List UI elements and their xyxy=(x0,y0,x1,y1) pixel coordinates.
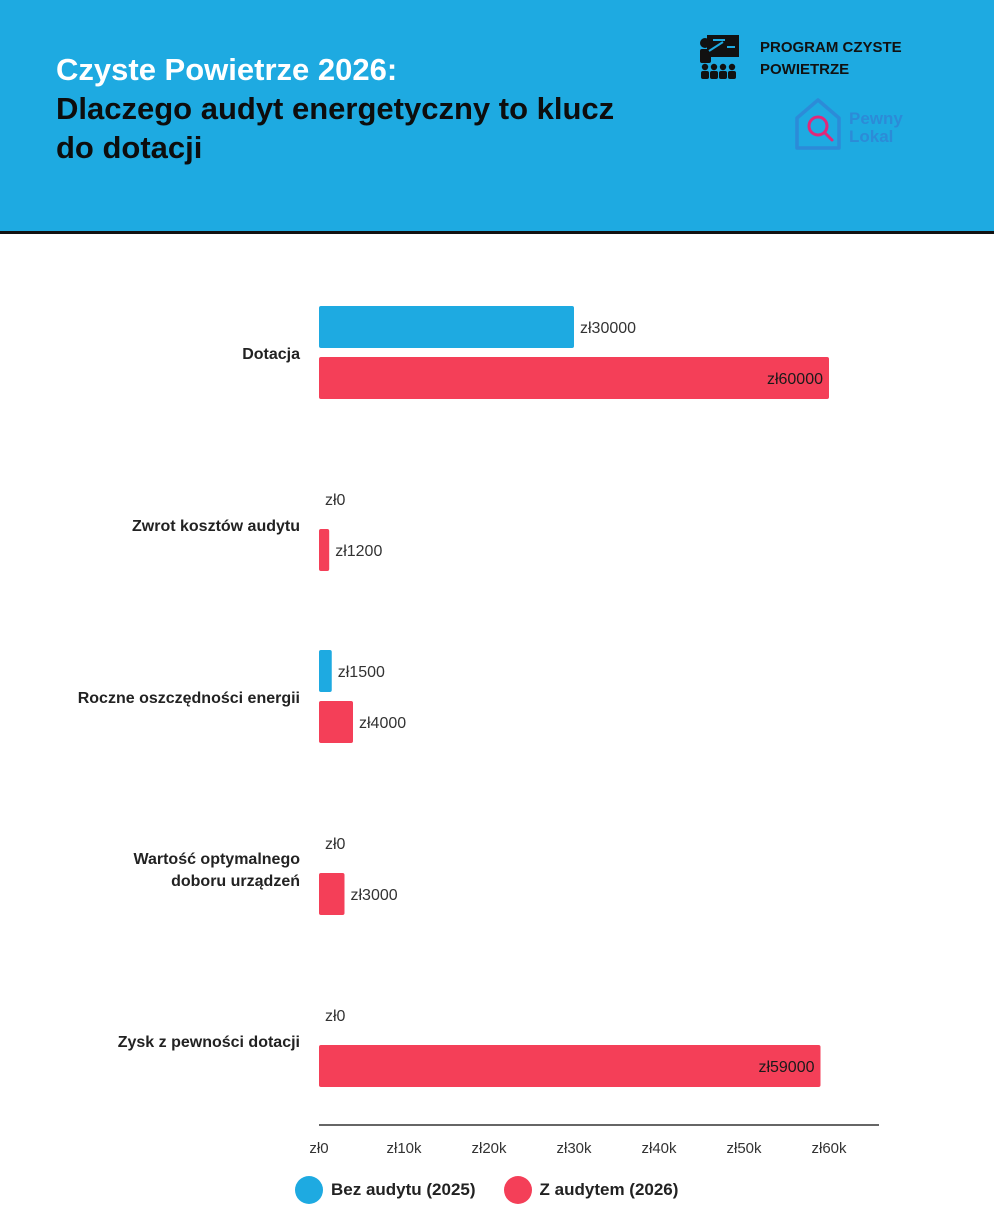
bar xyxy=(319,650,332,692)
data-label: zł0 xyxy=(325,492,346,509)
x-tick-label: zł0 xyxy=(309,1140,328,1157)
data-label: zł1500 xyxy=(338,664,385,681)
data-label: zł4000 xyxy=(359,715,406,732)
data-label: zł30000 xyxy=(580,320,636,337)
bar xyxy=(319,529,330,571)
presentation-audience-icon xyxy=(700,35,739,79)
data-label: zł3000 xyxy=(351,887,398,904)
legend-swatch-red xyxy=(503,1176,532,1204)
header-banner: Czyste Powietrze 2026: Dlaczego audyt en… xyxy=(0,0,994,234)
data-label: zł1200 xyxy=(335,543,382,560)
house-magnifier-icon xyxy=(795,98,841,150)
category-label: Wartość optymalnego doboru urządzeń xyxy=(133,851,300,890)
category-label: Zysk z pewności dotacji xyxy=(118,1034,300,1051)
bar xyxy=(319,701,353,743)
legend-label: Bez audytu (2025) xyxy=(331,1180,476,1199)
x-tick-label: zł60k xyxy=(811,1140,847,1157)
legend-item-bez-audytu: Bez audytu (2025) xyxy=(295,1176,476,1204)
legend-swatch-blue xyxy=(295,1176,323,1204)
category-label: Roczne oszczędności energii xyxy=(78,690,300,707)
x-tick-label: zł20k xyxy=(471,1140,507,1157)
page-title: Czyste Powietrze 2026: Dlaczego audyt en… xyxy=(56,50,616,167)
x-tick-label: zł50k xyxy=(726,1140,762,1157)
x-tick-label: zł30k xyxy=(556,1140,592,1157)
data-label: zł0 xyxy=(325,836,346,853)
brand-name: Pewny Lokal xyxy=(849,110,903,146)
category-label: Zwrot kosztów audytu xyxy=(132,518,300,535)
data-label: zł59000 xyxy=(758,1059,814,1076)
program-label: PROGRAM CZYSTE POWIETRZE xyxy=(760,39,902,78)
title-line-1: Czyste Powietrze 2026: xyxy=(56,52,398,87)
bar xyxy=(319,873,345,915)
brand-line-1: Pewny xyxy=(849,109,903,128)
bar xyxy=(319,357,829,399)
data-label: zł60000 xyxy=(767,371,823,388)
chart-legend: Bez audytu (2025) Z audytem (2026) xyxy=(295,1176,706,1204)
bar xyxy=(319,1045,821,1087)
legend-item-z-audytem: Z audytem (2026) xyxy=(503,1176,679,1204)
data-label: zł0 xyxy=(325,1008,346,1025)
brand-line-2: Lokal xyxy=(849,127,894,146)
legend-label: Z audytem (2026) xyxy=(539,1180,679,1199)
bar xyxy=(319,306,574,348)
title-line-2: Dlaczego audyt energetyczny to klucz do … xyxy=(56,91,615,165)
brand-logo: Pewny Lokal xyxy=(792,96,932,152)
category-label: Dotacja xyxy=(242,346,300,363)
bar-chart: Dotacja zł30000 zł60000 Zwrot kosztów audyt… xyxy=(78,306,879,1157)
x-tick-label: zł40k xyxy=(641,1140,677,1157)
x-tick-label: zł10k xyxy=(386,1140,422,1157)
